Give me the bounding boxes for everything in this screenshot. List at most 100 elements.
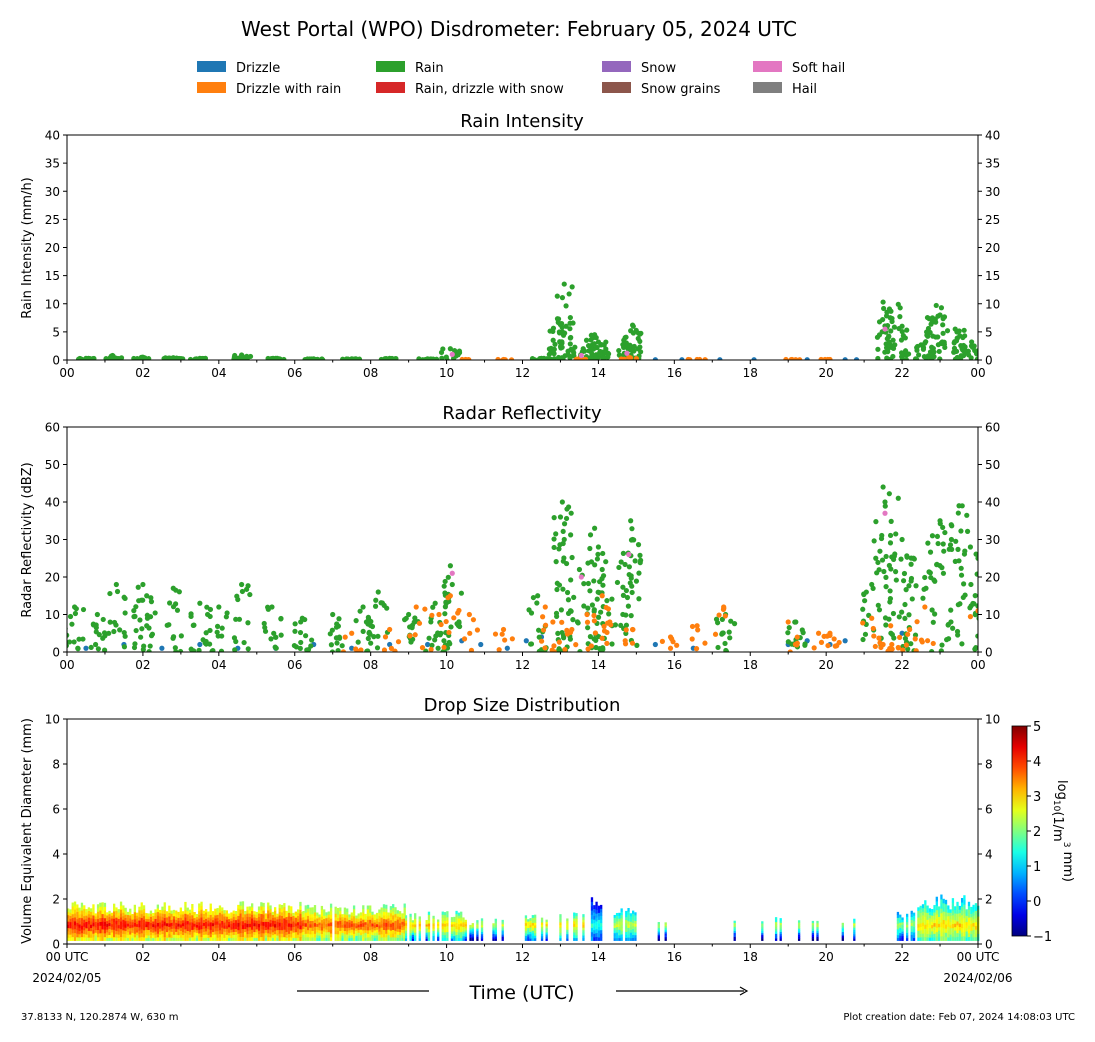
dsd-cell xyxy=(119,913,123,918)
dsd-cell xyxy=(202,925,205,929)
dsd-cell xyxy=(145,913,148,917)
point-drizzle-with-rain xyxy=(689,636,695,642)
dsd-cell xyxy=(221,933,224,938)
dsd-cell xyxy=(274,937,277,941)
dsd-cell xyxy=(403,903,406,908)
dsd-cell xyxy=(260,917,263,922)
dsd-cell xyxy=(446,928,449,933)
dsd-cell xyxy=(329,914,333,919)
dsd-cell xyxy=(540,924,544,928)
dsd-cell xyxy=(138,910,141,914)
point-drizzle xyxy=(899,630,905,636)
dsd-cell xyxy=(524,938,528,941)
dsd-cell xyxy=(257,913,261,918)
dsd-cell xyxy=(280,908,284,913)
dsd-cell xyxy=(218,912,222,917)
dsd-cell xyxy=(232,913,235,917)
dsd-cell xyxy=(573,926,576,930)
point-rain xyxy=(591,578,597,584)
dsd-cell xyxy=(590,931,594,937)
dsd-cell xyxy=(559,919,562,923)
dsd-cell xyxy=(494,929,497,933)
dsd-cell xyxy=(329,903,333,908)
point-drizzle-with-rain xyxy=(592,630,598,636)
dsd-cell xyxy=(327,928,330,933)
dsd-cell xyxy=(437,921,440,925)
dsd-cell xyxy=(154,924,157,929)
dsd-cell xyxy=(935,931,938,937)
dsd-cell xyxy=(811,924,815,928)
point-rain xyxy=(438,349,445,356)
dsd-cell xyxy=(216,911,219,915)
dsd-cell xyxy=(371,934,374,939)
dsd-cell xyxy=(382,922,386,927)
dsd-cell xyxy=(69,934,72,938)
dsd-cell xyxy=(418,926,421,929)
point-rain xyxy=(981,622,986,627)
dsd-cell xyxy=(527,925,530,929)
dsd-cell xyxy=(527,923,530,926)
dsd-cell xyxy=(396,916,399,920)
dsd-cell xyxy=(309,924,312,928)
dsd-cell xyxy=(186,930,189,935)
point-rain xyxy=(616,564,622,571)
dsd-cell xyxy=(71,925,74,930)
dsd-cell xyxy=(582,924,585,928)
point-rain xyxy=(938,305,945,311)
point-rain xyxy=(896,614,902,620)
point-drizzle-with-rain xyxy=(562,646,568,652)
point-drizzle xyxy=(853,357,860,360)
dsd-cell xyxy=(944,903,948,909)
dsd-cell xyxy=(940,912,943,918)
point-drizzle-with-rain xyxy=(630,626,636,633)
dsd-cell xyxy=(378,934,381,938)
dsd-cell xyxy=(285,910,288,915)
dsd-cell xyxy=(375,935,379,939)
dsd-cell xyxy=(972,929,975,934)
dsd-cell xyxy=(404,930,408,934)
dsd-cell xyxy=(453,926,456,930)
dsd-cell xyxy=(912,932,916,936)
dsd-cell xyxy=(138,913,141,918)
dsd-cell xyxy=(937,916,941,921)
dsd-cell xyxy=(283,936,286,941)
point-rain xyxy=(412,615,418,621)
point-rain xyxy=(888,518,894,524)
dsd-cell xyxy=(954,920,957,924)
dsd-cell xyxy=(304,922,307,927)
dsd-cell xyxy=(188,909,192,914)
dsd-cell xyxy=(122,937,125,941)
dsd-cell xyxy=(457,918,461,922)
point-rain xyxy=(882,499,888,505)
dsd-cell xyxy=(926,926,929,931)
point-rain xyxy=(365,648,371,652)
point-drizzle-with-rain xyxy=(550,619,556,625)
dsd-cell xyxy=(292,915,295,919)
point-rain xyxy=(928,355,934,360)
dsd-cell xyxy=(350,929,353,933)
dsd-cell xyxy=(582,916,585,920)
dsd-cell xyxy=(460,914,463,918)
figure-title: West Portal (WPO) Disdrometer: February … xyxy=(241,17,797,41)
point-rain xyxy=(550,337,556,343)
dsd-cell xyxy=(398,934,402,938)
dsd-cell xyxy=(455,928,458,932)
point-rain xyxy=(121,594,127,600)
dsd-cell xyxy=(396,928,399,932)
dsd-cell xyxy=(392,907,395,912)
point-drizzle-with-rain xyxy=(869,615,875,621)
dsd-cell xyxy=(921,915,925,920)
dsd-cell xyxy=(348,922,351,926)
dsd-cell xyxy=(629,924,632,928)
point-rain xyxy=(622,561,628,568)
point-rain xyxy=(559,295,566,301)
point-rain xyxy=(888,630,894,636)
dsd-cell xyxy=(375,926,379,930)
dsd-cell xyxy=(119,921,123,926)
dsd-cell xyxy=(972,915,975,920)
dsd-cell xyxy=(912,937,916,941)
colorbar-tick-label: −1 xyxy=(1033,930,1052,945)
point-rain xyxy=(948,522,954,528)
point-drizzle-with-rain xyxy=(622,638,628,644)
dsd-cell xyxy=(255,920,258,924)
